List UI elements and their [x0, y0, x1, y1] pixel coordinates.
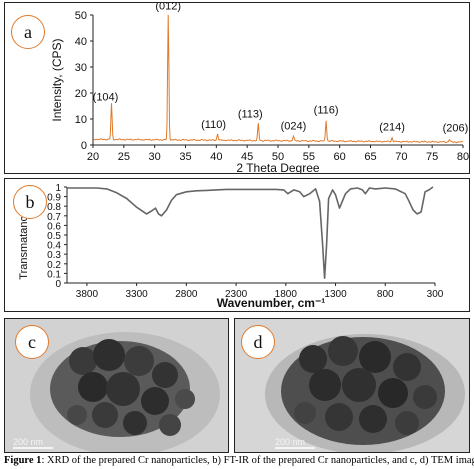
xrd-y-tick-label: 30 [75, 62, 87, 74]
ftir-y-tick-label: 0.9 [47, 193, 61, 204]
ftir-y-tick-label: 0.7 [47, 212, 61, 223]
xrd-x-tick-label: 55 [303, 151, 315, 163]
tem-image-c: 200 nm c [4, 318, 229, 453]
xrd-x-tick-label: 60 [334, 151, 346, 163]
ftir-panel: 0 0.1 0.2 0.3 0.4 0.5 0.6 0.7 0.8 0.9 1 3800 3300 280… [4, 178, 470, 312]
xrd-panel: 0 10 20 30 40 50 20 25 30 35 40 45 50 55 60 65 70 75 80 (10… [4, 1, 470, 175]
xrd-y-tick-label: 10 [75, 114, 87, 126]
tem-image-d: 200 nm d [234, 318, 470, 453]
xrd-peak-label: (024) [281, 121, 307, 133]
tem-micrograph-c [5, 319, 228, 452]
ftir-x-tick-label: 1300 [324, 289, 347, 300]
scale-label-d: 200 nm [275, 437, 306, 447]
xrd-series-line [93, 14, 464, 144]
panel-label-a: a [11, 15, 45, 49]
ftir-x-tick-label: 3800 [76, 289, 99, 300]
xrd-x-axis-label: 2 Theta Degree [236, 161, 319, 173]
xrd-y-tick-label: 50 [75, 10, 87, 22]
ftir-x-axis-label: Wavenumber, cm⁻¹ [217, 296, 326, 310]
ftir-y-tick-label: 0.5 [47, 231, 61, 242]
xrd-peak-label: (012) [155, 3, 181, 13]
xrd-y-tick-label: 0 [81, 140, 87, 152]
xrd-x-tick-label: 40 [210, 151, 222, 163]
ftir-y-tick-label: 0.2 [47, 260, 61, 271]
xrd-x-tick-label: 80 [457, 151, 469, 163]
xrd-chart: 0 10 20 30 40 50 20 25 30 35 40 45 50 55 60 65 70 75 80 (10… [50, 1, 469, 175]
xrd-x-tick-label: 20 [87, 151, 99, 163]
xrd-x-tick-label: 50 [272, 151, 284, 163]
scale-bar-c [13, 447, 53, 449]
ftir-y-tick-label: 0.1 [47, 269, 61, 280]
xrd-x-tick-label: 30 [149, 151, 161, 163]
scale-label-c: 200 nm [13, 437, 44, 447]
xrd-y-tick-label: 40 [75, 36, 87, 48]
xrd-x-tick-label: 65 [364, 151, 376, 163]
ftir-y-tick-label: 1 [55, 183, 61, 194]
ftir-chart: 00.10.20.30.40.50.60.70.80.91 3800 3300 280… [18, 183, 444, 310]
caption-text: : XRD of the prepared Cr nanoparticles, … [41, 455, 474, 466]
ftir-x-tick-label: 800 [377, 289, 394, 300]
ftir-x-tick-label: 300 [427, 289, 444, 300]
xrd-peak-label: (214) [379, 121, 405, 133]
tem-micrograph-d [235, 319, 469, 452]
xrd-y-tick-label: 20 [75, 88, 87, 100]
ftir-y-tick-label: 0.4 [47, 241, 61, 252]
xrd-peak-label: (113) [238, 108, 263, 120]
xrd-x-tick-label: 70 [395, 151, 407, 163]
scale-bar-d [275, 447, 315, 449]
ftir-series-line [67, 186, 434, 279]
xrd-y-axis-label: Intensity, (CPS) [50, 38, 64, 121]
panel-label-b: b [13, 185, 47, 219]
xrd-peak-label: (206) [443, 123, 469, 135]
ftir-y-tick-label: 0 [55, 279, 61, 290]
xrd-x-tick-label: 45 [241, 151, 253, 163]
caption-lead: Figure 1 [4, 455, 42, 466]
ftir-x-tick-label: 1800 [275, 289, 298, 300]
xrd-x-tick-label: 35 [179, 151, 191, 163]
panel-label-d: d [241, 325, 275, 359]
xrd-peak-label: (116) [314, 105, 339, 117]
ftir-y-tick-label: 0.8 [47, 202, 61, 213]
panel-label-c: c [15, 325, 49, 359]
figure-caption: Figure 1: XRD of the prepared Cr nanopar… [4, 455, 474, 466]
xrd-x-tick-label: 75 [426, 151, 438, 163]
xrd-peak-label: (104) [93, 91, 119, 103]
ftir-y-tick-label: 0.3 [47, 250, 61, 261]
ftir-y-tick-label: 0.6 [47, 221, 61, 232]
ftir-x-tick-label: 3300 [125, 289, 148, 300]
xrd-peak-label: (110) [201, 119, 226, 131]
ftir-x-tick-label: 2300 [225, 289, 248, 300]
xrd-x-tick-label: 25 [118, 151, 130, 163]
ftir-x-tick-label: 2800 [175, 289, 198, 300]
